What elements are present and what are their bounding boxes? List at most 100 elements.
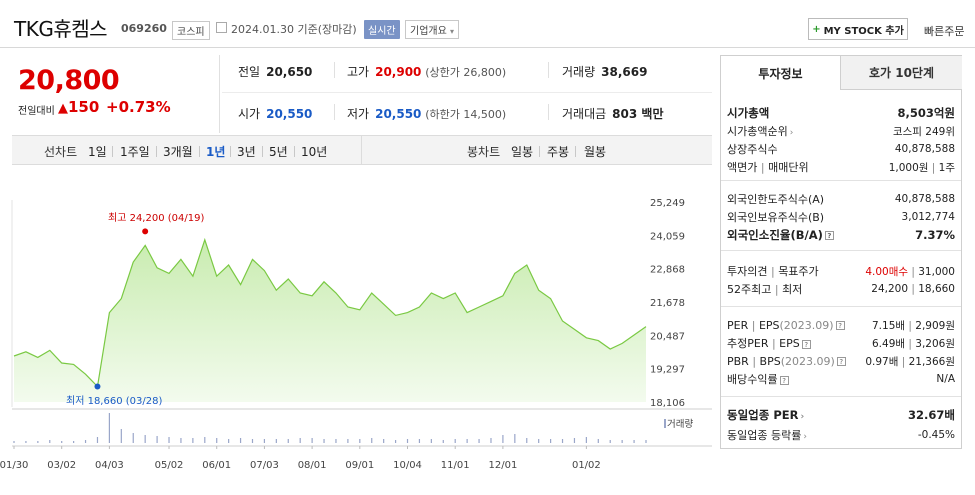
divider	[112, 146, 113, 157]
tab-hoga-10[interactable]: 호가 10단계	[841, 56, 962, 90]
change-amount-value: 150	[68, 98, 100, 116]
mystock-add-button[interactable]: + MY STOCK 추가	[808, 18, 908, 40]
help-icon[interactable]: ?	[824, 231, 834, 240]
volume-bar	[383, 439, 385, 443]
tab-invest-info[interactable]: 투자정보	[721, 56, 841, 90]
volume-legend-marker	[664, 419, 666, 428]
period-3m[interactable]: 3개월	[163, 145, 193, 159]
per-value: 7.15배	[872, 319, 906, 332]
trade-value: 거래대금 803 백만	[562, 105, 663, 122]
candle-daily[interactable]: 일봉	[511, 145, 534, 159]
period-3y[interactable]: 3년	[237, 145, 256, 159]
x-tick-label: 08/01	[298, 460, 327, 471]
x-tick-label: 12/01	[488, 460, 517, 471]
opinion-row: 투자의견 | 목표주가 4.00매수 | 31,000	[727, 265, 955, 278]
volume-bar	[251, 439, 254, 443]
volume-bar	[478, 439, 480, 443]
volume-bar	[13, 441, 15, 443]
up-triangle-icon: ▲	[58, 101, 68, 116]
volume-bar	[418, 439, 421, 443]
volume-bar	[597, 439, 599, 443]
sector-change-label: 동일업종 등락률	[727, 429, 802, 442]
eps-label: EPS	[758, 318, 780, 332]
opinion-value: 4.00매수	[865, 265, 909, 278]
realtime-button[interactable]: 실시간	[364, 20, 400, 39]
volume-bar	[311, 438, 313, 443]
period-5y[interactable]: 5년	[269, 145, 288, 159]
price-chart[interactable]: 최고 24,200 (04/19) 최저 18,660 (03/28) 거래량 …	[0, 175, 712, 495]
trade-unit-value: 1주	[938, 161, 955, 174]
help-icon[interactable]: ?	[835, 321, 845, 330]
mystock-label: MY STOCK 추가	[823, 25, 904, 37]
volume-bar	[466, 439, 468, 443]
period-1d[interactable]: 1일	[88, 145, 107, 159]
est-eps-label: EPS	[779, 337, 800, 350]
trade-value-label: 거래대금	[562, 107, 607, 121]
market-cap-rank-row[interactable]: 시가총액순위 › 코스피 249위	[727, 122, 955, 140]
stock-code: 069260	[121, 22, 167, 35]
volume-bar	[239, 438, 242, 443]
open-value: 20,550	[266, 107, 313, 121]
volume-bar	[538, 439, 540, 443]
pbr-value: 0.97배	[865, 355, 899, 368]
foreign-ratio-label: 외국인소진율(B/A)	[727, 228, 823, 242]
per-label: PER	[727, 318, 749, 332]
volume-bar	[84, 440, 87, 443]
dividend-row: 배당수익률? N/A	[727, 370, 955, 388]
divider	[575, 146, 576, 157]
y-tick-label: 25,249	[650, 198, 685, 209]
y-tick-label: 21,678	[650, 298, 685, 309]
sector-per-row[interactable]: 동일업종 PER › 32.67배	[727, 406, 955, 424]
period-bar: 선차트 1일 1주일 3개월 1년 3년 5년 10년 봉차트 일봉 주봉 월봉	[12, 135, 712, 165]
period-10y[interactable]: 10년	[301, 145, 328, 159]
volume-bar	[359, 439, 361, 443]
target-price-value: 31,000	[918, 265, 955, 278]
x-tick-label: 01/02	[572, 460, 601, 471]
help-icon[interactable]: ?	[779, 375, 789, 385]
divider	[361, 136, 362, 164]
price-area-fill	[14, 239, 646, 402]
par-value-row: 액면가 | 매매단위 1,000원 | 1주	[727, 161, 955, 174]
candle-monthly[interactable]: 월봉	[584, 145, 607, 159]
low-price: 저가 20,550 (하한가 14,500)	[347, 105, 506, 122]
chevron-right-icon: ›	[803, 432, 807, 442]
volume-bar	[168, 437, 170, 443]
volume-bar	[25, 441, 27, 443]
volume-bar	[108, 413, 110, 443]
help-icon[interactable]: ?	[801, 339, 811, 349]
company-overview-select[interactable]: 기업개요 ▾	[405, 20, 460, 39]
period-1w[interactable]: 1주일	[120, 145, 150, 159]
line-chart-label: 선차트	[44, 145, 78, 159]
help-icon[interactable]: ?	[836, 357, 846, 366]
volume-bar	[132, 433, 134, 443]
volume-bar	[406, 439, 409, 443]
sector-change-row[interactable]: 동일업종 등락률 › -0.45%	[727, 426, 955, 444]
quick-order-link[interactable]: 빠른주문	[924, 25, 965, 38]
calendar-icon	[216, 22, 227, 33]
stock-header: TKG휴켐스 069260 코스피 2024.01.30 기준(장마감) 실시간…	[0, 0, 975, 48]
volume-bar	[204, 437, 206, 443]
price-summary: 20,800 전일대비 ▲150 +0.73%	[12, 55, 220, 133]
prev-close-value: 20,650	[266, 65, 313, 79]
change-percent: +0.73%	[106, 98, 171, 116]
y-tick-label: 19,297	[650, 365, 685, 376]
x-tick-label: 03/02	[47, 460, 76, 471]
foreign-limit-row: 외국인한도주식수(A) 40,878,588	[727, 190, 955, 208]
est-eps-value: 3,206원	[915, 337, 955, 350]
chevron-down-icon: ▾	[450, 27, 455, 36]
week52-low-value: 18,660	[918, 283, 955, 295]
high-price: 고가 20,900 (상한가 26,800)	[347, 63, 506, 80]
candle-weekly[interactable]: 주봉	[547, 145, 570, 159]
open-label: 시가	[238, 107, 261, 121]
foreign-limit-value: 40,878,588	[894, 193, 955, 205]
divider	[199, 146, 200, 157]
x-tick-label: 01/30	[0, 460, 28, 471]
change-amount: ▲150	[58, 98, 99, 116]
min-point	[94, 383, 101, 390]
candle-chart-label: 봉차트	[467, 145, 501, 159]
period-1y[interactable]: 1년	[206, 145, 226, 159]
bps-value: 21,366원	[908, 355, 955, 368]
volume-bar	[347, 439, 349, 443]
listed-shares-value: 40,878,588	[894, 143, 955, 155]
divider	[222, 92, 712, 93]
